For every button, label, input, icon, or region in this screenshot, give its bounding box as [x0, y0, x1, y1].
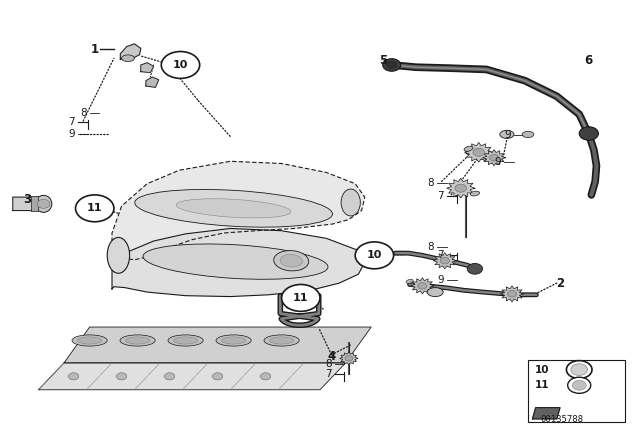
Text: 3: 3 — [23, 193, 31, 206]
Ellipse shape — [120, 335, 156, 346]
Ellipse shape — [125, 337, 150, 344]
Ellipse shape — [108, 237, 129, 273]
Circle shape — [37, 199, 50, 208]
Polygon shape — [465, 142, 493, 162]
Circle shape — [260, 373, 271, 380]
Text: 7: 7 — [68, 117, 75, 127]
Circle shape — [490, 155, 499, 161]
Bar — [528, 360, 625, 422]
Ellipse shape — [216, 335, 251, 346]
Ellipse shape — [341, 189, 360, 216]
Text: 8: 8 — [428, 242, 434, 252]
Text: 11: 11 — [87, 203, 102, 213]
Text: 10: 10 — [173, 60, 188, 70]
Ellipse shape — [406, 279, 413, 284]
Circle shape — [161, 52, 200, 78]
Text: 10: 10 — [535, 365, 550, 375]
Circle shape — [345, 356, 353, 361]
Circle shape — [76, 195, 114, 222]
Circle shape — [387, 61, 397, 69]
Ellipse shape — [122, 55, 134, 61]
Circle shape — [566, 361, 592, 379]
Polygon shape — [411, 278, 434, 294]
Text: 7: 7 — [438, 250, 444, 260]
Text: 11: 11 — [293, 293, 308, 303]
Circle shape — [212, 373, 223, 380]
Ellipse shape — [135, 190, 332, 227]
Text: 9: 9 — [68, 129, 75, 139]
Ellipse shape — [269, 337, 294, 344]
Circle shape — [455, 184, 467, 192]
Text: 4: 4 — [328, 349, 335, 363]
Text: 9: 9 — [438, 275, 444, 285]
Ellipse shape — [264, 335, 300, 346]
Ellipse shape — [522, 131, 534, 138]
Polygon shape — [146, 77, 159, 87]
Text: 1: 1 — [91, 43, 99, 56]
Text: 6: 6 — [585, 54, 593, 67]
Circle shape — [355, 242, 394, 269]
Polygon shape — [447, 178, 475, 198]
Ellipse shape — [464, 146, 473, 151]
Circle shape — [568, 377, 591, 393]
Text: 2: 2 — [556, 276, 564, 290]
Ellipse shape — [470, 191, 479, 196]
Polygon shape — [141, 63, 154, 73]
Bar — [31, 196, 38, 211]
Polygon shape — [64, 327, 371, 363]
Text: 11: 11 — [535, 380, 550, 390]
Circle shape — [116, 373, 127, 380]
Ellipse shape — [35, 195, 52, 212]
Text: 7: 7 — [438, 191, 444, 201]
Polygon shape — [433, 253, 456, 269]
Ellipse shape — [274, 250, 308, 271]
Text: 9: 9 — [504, 130, 511, 140]
Ellipse shape — [72, 335, 108, 346]
Ellipse shape — [500, 130, 514, 138]
Ellipse shape — [221, 337, 246, 344]
Polygon shape — [13, 197, 44, 211]
Polygon shape — [112, 228, 365, 297]
Circle shape — [579, 127, 598, 140]
Polygon shape — [340, 352, 358, 365]
Text: 5: 5 — [379, 54, 387, 67]
Text: 8: 8 — [428, 178, 434, 188]
Text: 7: 7 — [325, 369, 332, 379]
Ellipse shape — [280, 254, 302, 267]
Circle shape — [467, 263, 483, 274]
Circle shape — [383, 59, 401, 71]
Polygon shape — [500, 286, 524, 302]
Text: 8: 8 — [325, 359, 332, 369]
Text: 00135788: 00135788 — [541, 415, 584, 424]
Polygon shape — [532, 408, 560, 419]
Ellipse shape — [428, 288, 444, 297]
Circle shape — [440, 258, 449, 264]
Ellipse shape — [173, 337, 198, 344]
Circle shape — [68, 373, 79, 380]
Text: 10: 10 — [367, 250, 382, 260]
Polygon shape — [112, 161, 365, 260]
Circle shape — [418, 283, 427, 289]
Ellipse shape — [168, 335, 204, 346]
Text: 9: 9 — [495, 157, 501, 167]
Polygon shape — [120, 44, 141, 59]
Ellipse shape — [77, 337, 102, 344]
Polygon shape — [38, 363, 346, 390]
Circle shape — [572, 380, 586, 390]
Circle shape — [508, 291, 516, 297]
Circle shape — [164, 373, 175, 380]
Ellipse shape — [143, 244, 328, 279]
Circle shape — [571, 364, 588, 375]
Ellipse shape — [176, 199, 291, 218]
Text: 8: 8 — [80, 108, 86, 118]
Circle shape — [473, 148, 484, 156]
Polygon shape — [483, 150, 506, 166]
Circle shape — [282, 284, 320, 311]
